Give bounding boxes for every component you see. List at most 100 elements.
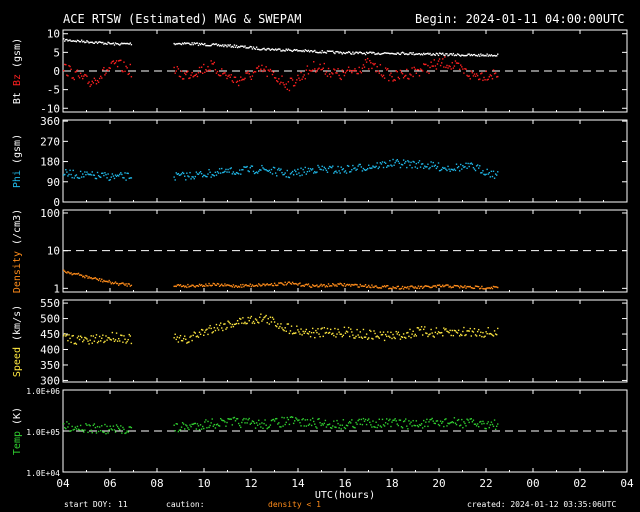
data-point xyxy=(64,173,66,176)
data-point xyxy=(280,282,282,284)
data-point xyxy=(193,331,195,333)
data-point xyxy=(395,287,397,290)
data-point xyxy=(265,424,267,426)
data-point xyxy=(277,169,279,171)
data-point xyxy=(431,65,433,67)
data-point xyxy=(78,177,81,179)
data-point xyxy=(473,53,476,56)
data-point xyxy=(73,428,75,431)
data-point xyxy=(299,175,301,177)
data-point xyxy=(73,177,75,179)
data-point xyxy=(334,426,336,428)
data-point xyxy=(78,429,81,431)
data-point xyxy=(334,69,336,71)
data-point xyxy=(273,167,276,169)
data-point xyxy=(300,71,302,74)
data-point xyxy=(227,284,229,286)
data-point xyxy=(480,172,482,174)
data-point xyxy=(486,422,488,425)
data-point xyxy=(339,172,341,174)
data-point xyxy=(230,167,232,169)
data-point xyxy=(343,282,346,285)
data-point xyxy=(490,75,493,77)
data-point xyxy=(98,176,101,178)
data-point xyxy=(348,171,351,173)
data-point xyxy=(269,68,272,71)
data-point xyxy=(212,425,214,427)
data-point xyxy=(348,51,351,53)
data-point xyxy=(381,333,384,336)
data-point xyxy=(66,171,68,173)
data-point xyxy=(378,53,381,55)
data-point xyxy=(187,427,189,429)
data-point xyxy=(189,336,191,338)
data-point xyxy=(176,423,179,425)
data-point xyxy=(249,317,251,319)
data-point xyxy=(260,49,262,51)
data-point xyxy=(204,285,206,287)
data-point xyxy=(421,287,424,289)
data-point xyxy=(70,40,72,42)
data-point xyxy=(207,285,209,287)
data-point xyxy=(401,427,404,429)
data-point xyxy=(475,54,478,57)
data-point xyxy=(364,169,367,172)
data-point xyxy=(309,286,312,288)
data-point xyxy=(369,59,371,62)
data-point xyxy=(286,49,289,52)
data-point xyxy=(425,421,427,423)
data-point xyxy=(74,342,77,344)
data-point xyxy=(203,334,205,336)
data-point xyxy=(347,66,350,68)
data-point xyxy=(457,165,460,168)
data-point xyxy=(300,285,302,287)
data-point xyxy=(254,71,257,73)
data-point xyxy=(399,69,402,72)
data-point xyxy=(236,46,239,49)
data-point xyxy=(483,336,485,338)
data-point xyxy=(494,72,497,74)
data-point xyxy=(310,169,313,171)
data-point xyxy=(338,331,340,333)
data-point xyxy=(214,43,217,45)
data-point xyxy=(480,73,482,75)
data-point xyxy=(297,74,299,77)
data-point xyxy=(315,51,317,53)
data-point xyxy=(178,284,181,287)
data-point xyxy=(434,65,437,67)
data-point xyxy=(334,327,336,330)
data-point xyxy=(433,285,435,287)
data-point xyxy=(474,285,477,287)
data-point xyxy=(204,42,206,45)
data-point xyxy=(88,81,90,83)
data-point xyxy=(101,425,103,427)
data-point xyxy=(446,330,448,332)
data-point xyxy=(95,334,98,336)
data-point xyxy=(482,331,484,334)
data-point xyxy=(297,284,299,286)
data-point xyxy=(446,64,448,67)
data-point xyxy=(123,428,125,431)
data-point xyxy=(458,335,461,337)
data-point xyxy=(369,286,371,288)
data-point xyxy=(325,331,328,334)
data-point xyxy=(353,284,355,286)
data-point xyxy=(323,422,326,425)
data-point xyxy=(309,335,312,338)
data-point xyxy=(301,174,303,176)
data-point xyxy=(84,336,86,339)
data-point xyxy=(282,82,284,84)
begin-timestamp: Begin: 2024-01-11 04:00:00UTC xyxy=(415,12,625,26)
data-point xyxy=(86,275,88,277)
data-point xyxy=(470,287,473,289)
data-point xyxy=(176,66,179,68)
data-point xyxy=(388,165,390,167)
data-point xyxy=(418,160,421,162)
data-point xyxy=(79,40,82,43)
data-point xyxy=(178,75,181,78)
data-point xyxy=(456,332,459,334)
data-point xyxy=(223,171,225,173)
data-point xyxy=(90,277,92,279)
data-point xyxy=(307,49,310,52)
data-point xyxy=(250,315,253,318)
